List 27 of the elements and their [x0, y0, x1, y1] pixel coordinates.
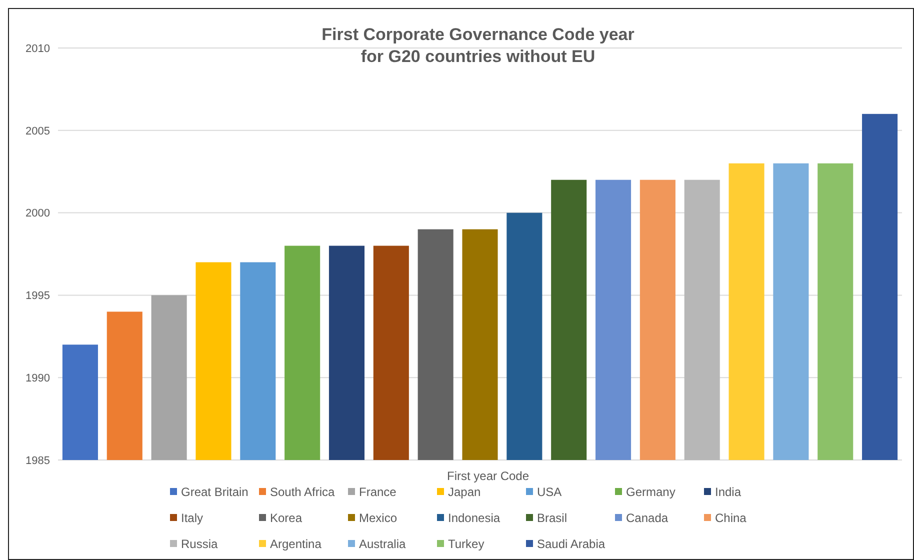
legend-label: Turkey [448, 537, 484, 552]
legend-label: Argentina [270, 537, 322, 552]
legend-label: Brasil [537, 511, 568, 526]
legend-label: Korea [270, 511, 302, 526]
legend-label: Russia [181, 537, 218, 552]
chart-title: First Corporate Governance Code year for G20 countries without EU [322, 25, 635, 66]
legend-label: Mexico [359, 511, 398, 526]
y-tick-label: 2005 [26, 125, 50, 138]
y-tick-label: 2000 [26, 208, 50, 220]
legend-label: Germany [626, 485, 676, 500]
legend-label: Saudi Arabia [537, 537, 606, 552]
legend-label: USA [537, 485, 562, 500]
legend-label: Great Britain [181, 485, 248, 500]
legend-label: China [715, 511, 747, 526]
y-tick-label: 1995 [26, 290, 50, 302]
legend-label: Canada [626, 511, 668, 526]
legend-label: France [359, 485, 397, 500]
legend-label: Japan [448, 485, 481, 500]
legend-title: First year Code [446, 469, 530, 483]
legend-label: South Africa [270, 485, 336, 500]
legend-label: Italy [181, 511, 204, 526]
legend-label: India [715, 485, 742, 500]
legend-label: Indonesia [448, 511, 500, 526]
legend-label: Australia [359, 537, 406, 552]
y-tick-label: 2010 [26, 42, 50, 55]
y-tick-label: 1985 [26, 454, 50, 467]
y-tick-label: 1990 [26, 372, 50, 384]
